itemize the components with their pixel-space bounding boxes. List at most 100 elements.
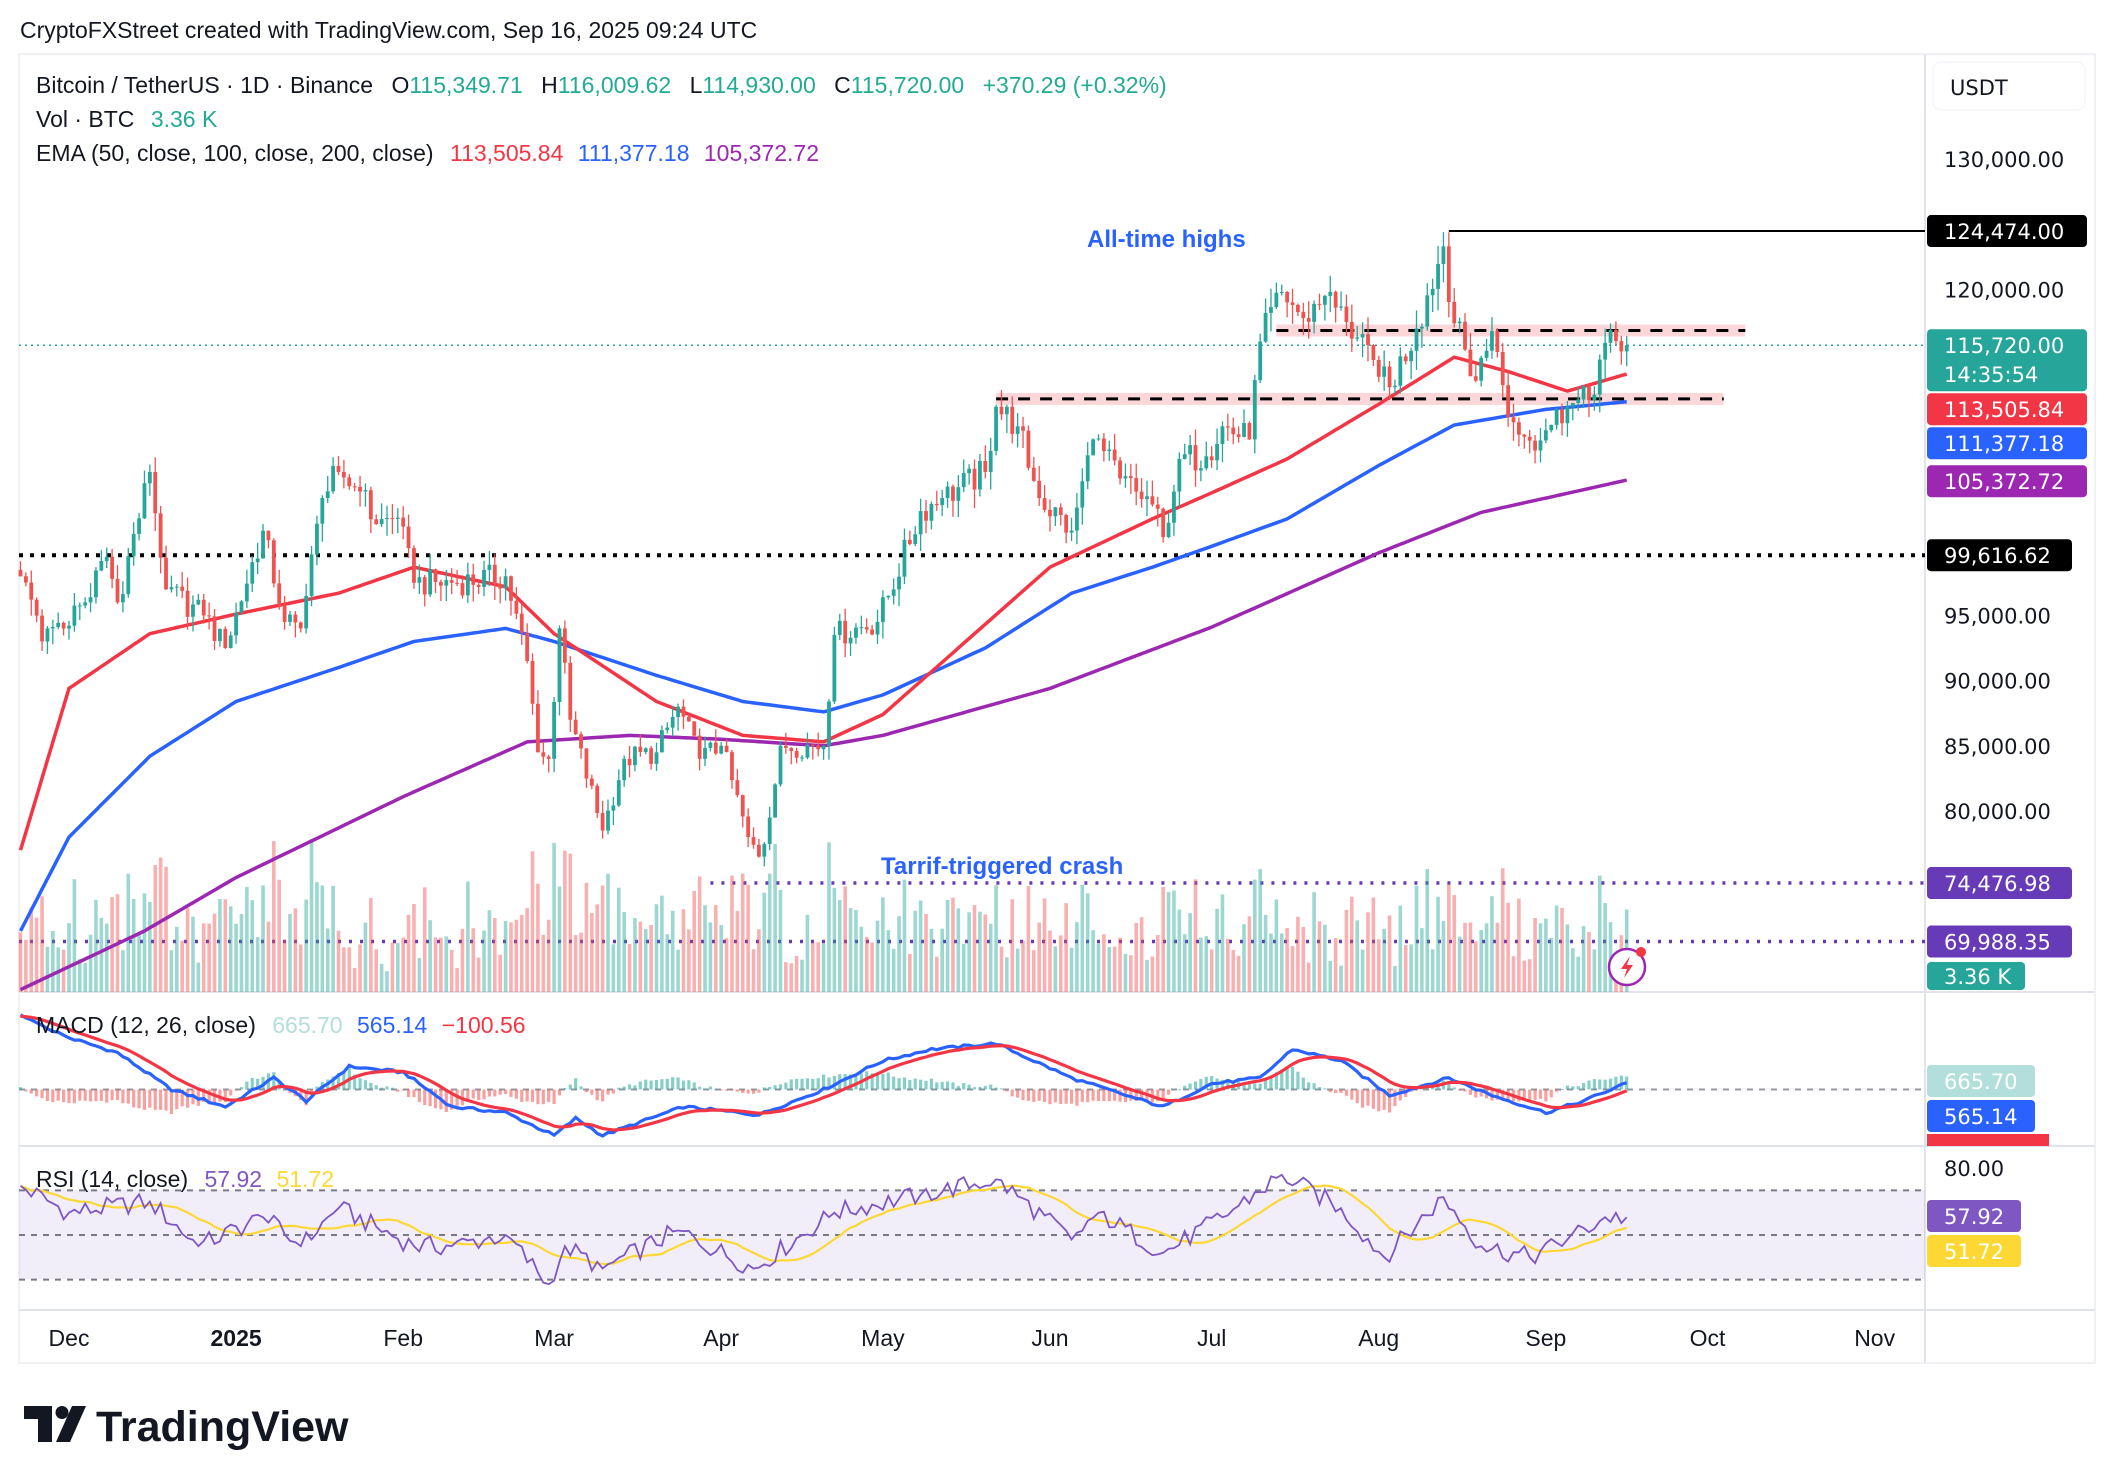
volume-bar [293, 908, 298, 992]
candle-body [1215, 443, 1219, 461]
volume-bar [288, 913, 292, 992]
volume-bar [1565, 924, 1570, 992]
volume-bar [1592, 949, 1597, 992]
macd-histogram-bar [741, 1089, 745, 1094]
candle-body [735, 780, 740, 796]
candle-body [907, 539, 912, 545]
candle-body [422, 577, 427, 595]
macd-histogram-bar [708, 1086, 713, 1090]
volume-bar [363, 922, 368, 992]
macd-histogram-bar [881, 1073, 885, 1090]
candle-body [228, 635, 233, 648]
candle-body [967, 468, 972, 474]
volume-bar [1463, 922, 1467, 992]
macd-histogram-bar [40, 1089, 44, 1099]
macd-histogram-bar [1598, 1079, 1602, 1090]
price-axis-ticks[interactable]: 130,000.00 120,000.00 95,000.00 90,000.00 85… [1944, 148, 2064, 1181]
macd-histogram-bar [811, 1078, 815, 1090]
macd-histogram-bar [520, 1089, 524, 1102]
macd-histogram-bar [223, 1089, 227, 1103]
candle-body [778, 745, 783, 785]
candle-body [800, 757, 804, 759]
volume-bar [951, 897, 955, 992]
volume-bar [1161, 886, 1165, 992]
volume-bar [676, 949, 680, 992]
badge-macd_hist [1927, 1065, 2035, 1097]
macd-histogram-bar [105, 1089, 109, 1103]
volume-bar [272, 841, 276, 992]
price-tick: 85,000.00 [1944, 735, 2051, 759]
macd-histogram-bar [406, 1089, 411, 1098]
volume-bar [590, 913, 594, 992]
macd-histogram-bar [153, 1089, 157, 1110]
macd-histogram-bar [962, 1083, 966, 1090]
macd-histogram-bar [1059, 1089, 1063, 1104]
macd-histogram-bar [1355, 1089, 1359, 1104]
badge-text-rsi: 57.92 [1944, 1205, 2004, 1229]
macd-histogram-bar [1350, 1089, 1354, 1100]
time-label: May [861, 1325, 905, 1351]
volume-bar [897, 916, 901, 992]
currency-button[interactable]: USDT [1932, 61, 2086, 111]
macd-histogram-bar [1161, 1089, 1165, 1099]
candle-body [1312, 303, 1316, 322]
candle-body [465, 574, 470, 596]
candle-body [880, 597, 885, 622]
volume-bar [1468, 922, 1473, 992]
lightning-icon[interactable] [1607, 947, 1647, 987]
volume-bar [51, 931, 55, 992]
macd-histogram-bar [897, 1078, 901, 1090]
candle-body [1490, 331, 1494, 351]
macd-histogram-bar [649, 1080, 653, 1090]
volume-bar [773, 843, 777, 992]
volume-bar [24, 939, 28, 992]
macd-histogram-bar [994, 1087, 998, 1090]
volume-bar [1037, 922, 1041, 992]
legend-rsi-ma: 51.72 [276, 1166, 334, 1192]
candle-body [816, 745, 821, 750]
time-axis[interactable]: Dec 2025 Feb Mar Apr May Jun Jul Aug Sep Oct Nov [49, 1325, 1896, 1351]
macd-histogram-bar [1156, 1089, 1160, 1102]
volume-bar [1253, 879, 1257, 992]
candle-body [174, 586, 179, 588]
candle-body [1360, 334, 1365, 338]
volume-bar [714, 905, 718, 992]
macd-histogram-bar [353, 1074, 357, 1090]
volume-bar [643, 929, 648, 992]
candle-body [945, 486, 950, 499]
candle-body [573, 719, 578, 735]
macd-histogram-bar [681, 1080, 686, 1090]
candle-body [611, 805, 616, 811]
tradingview-logo[interactable]: TradingView [24, 1403, 349, 1451]
macd-histogram-bar [180, 1089, 184, 1107]
candle-body [616, 780, 621, 806]
volume-bar [627, 943, 632, 992]
volume-bar [525, 908, 529, 992]
macd-histogram-bar [1080, 1089, 1084, 1102]
volume-bar [1490, 896, 1494, 992]
macd-histogram-bar [778, 1084, 783, 1090]
badge-text-countdown: 14:35:54 [1944, 363, 2038, 387]
macd-histogram-bar [1193, 1081, 1198, 1090]
candle-body [147, 471, 152, 484]
volume-bar [126, 873, 131, 992]
macd-histogram-bar [951, 1082, 955, 1090]
candle-body [633, 746, 637, 766]
candle-body [428, 569, 433, 595]
volume-bar [1112, 946, 1117, 992]
macd-histogram-bar [773, 1085, 777, 1090]
legend-low-label: L [690, 72, 703, 98]
candle-body [606, 810, 610, 831]
volume-bar [1554, 905, 1559, 992]
macd-histogram-bar [412, 1089, 416, 1098]
macd-histogram-bar [816, 1078, 820, 1090]
volume-bar [611, 944, 616, 992]
macd-histogram-bar [1431, 1086, 1435, 1090]
volume-bar [541, 934, 546, 992]
volume-bar [1393, 966, 1397, 992]
volume-bar [1473, 941, 1478, 992]
macd-histogram-bar [1565, 1085, 1570, 1090]
volume-bar [784, 962, 788, 992]
candle-body [207, 615, 212, 617]
